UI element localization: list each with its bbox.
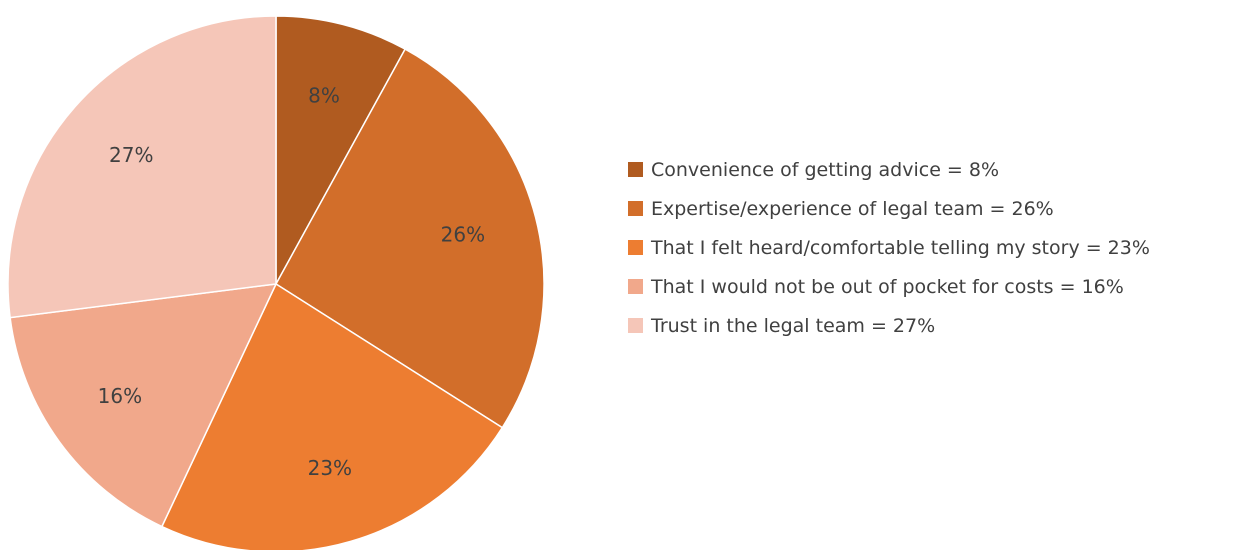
chart-legend: Convenience of getting advice = 8% Expert…: [628, 150, 1150, 345]
legend-swatch-4: [628, 318, 643, 333]
legend-label-3: That I would not be out of pocket for co…: [651, 275, 1124, 298]
legend-item-4: Trust in the legal team = 27%: [628, 306, 1150, 345]
slice-data-label-2: 23%: [308, 456, 352, 480]
pie-chart: 8% 26% 23% 16% 27%: [7, 15, 545, 550]
legend-swatch-0: [628, 162, 643, 177]
pie-data-labels: 8% 26% 23% 16% 27%: [98, 84, 485, 480]
legend-item-1: Expertise/experience of legal team = 26%: [628, 189, 1150, 228]
pie-slice-0: [275, 15, 407, 285]
legend-swatch-3: [628, 279, 643, 294]
slice-data-label-0: 8%: [308, 84, 340, 108]
slice-data-label-1: 26%: [441, 223, 485, 247]
legend-label-0: Convenience of getting advice = 8%: [651, 158, 1000, 181]
slice-data-label-4: 27%: [109, 143, 153, 167]
legend-swatch-2: [628, 240, 643, 255]
legend-label-2: That I felt heard/comfortable telling my…: [651, 236, 1150, 259]
pie-slice-1: [275, 48, 545, 429]
pie-slice-4: [7, 15, 277, 319]
legend-label-4: Trust in the legal team = 27%: [651, 314, 936, 337]
legend-label-1: Expertise/experience of legal team = 26%: [651, 197, 1054, 220]
legend-swatch-1: [628, 201, 643, 216]
legend-item-0: Convenience of getting advice = 8%: [628, 150, 1150, 189]
legend-item-2: That I felt heard/comfortable telling my…: [628, 228, 1150, 267]
pie-slice-3: [9, 283, 278, 528]
legend-item-3: That I would not be out of pocket for co…: [628, 267, 1150, 306]
pie-slices: [7, 15, 545, 550]
pie-slice-2: [160, 282, 504, 550]
slice-data-label-3: 16%: [98, 384, 142, 408]
